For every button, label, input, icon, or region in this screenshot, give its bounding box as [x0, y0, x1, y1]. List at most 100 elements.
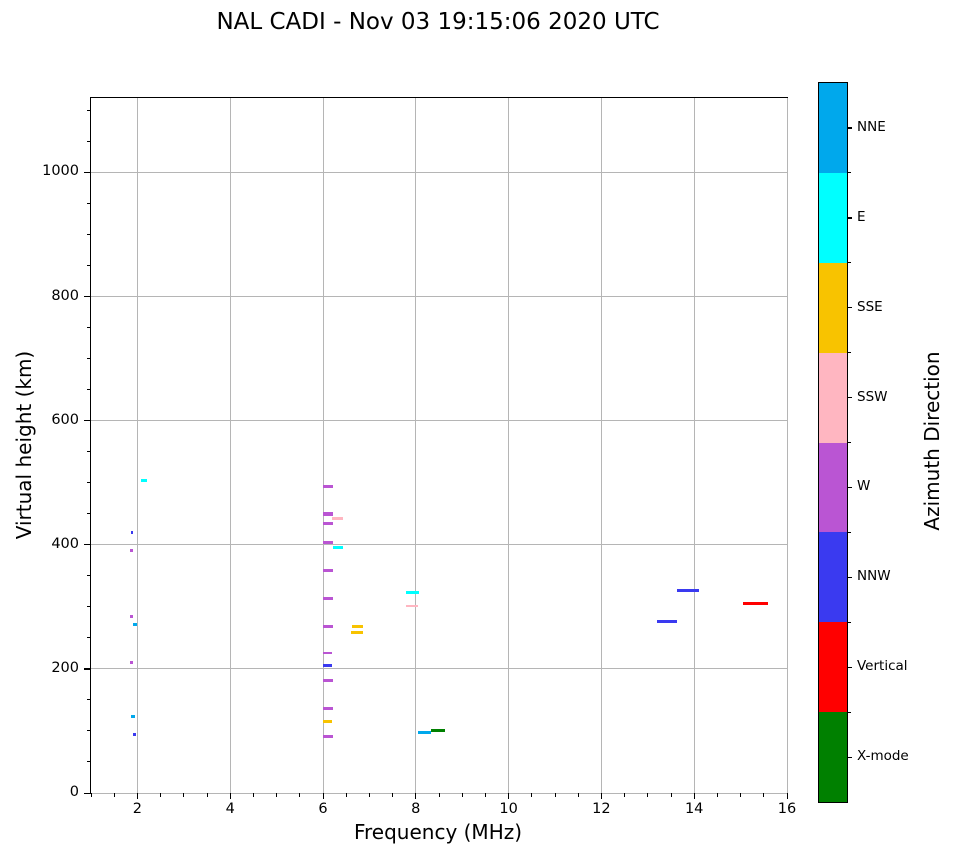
- colorbar-tick-label: W: [857, 478, 871, 495]
- azimuth-colorbar: NNE E SSE SSW W NNW Vertical X-mode: [818, 82, 909, 803]
- colorbar-tick: [847, 576, 852, 578]
- colorbar-segment-vertical: [819, 622, 847, 713]
- data-point: [417, 731, 431, 735]
- gridline-vertical: [693, 98, 695, 793]
- y-minor-tick: [86, 699, 90, 701]
- y-minor-tick: [86, 575, 90, 577]
- data-point: [351, 624, 363, 628]
- y-major-tick: [84, 296, 90, 298]
- y-minor-tick: [86, 451, 90, 453]
- colorbar-boundary-tick: [847, 711, 851, 713]
- gridline-horizontal: [91, 420, 787, 422]
- chart-title: NAL CADI - Nov 03 19:15:06 2020 UTC: [216, 9, 660, 35]
- x-axis-label: Frequency (MHz): [353, 820, 523, 844]
- gridline-horizontal: [91, 668, 787, 670]
- gridline-vertical: [322, 98, 324, 793]
- y-tick-label: 400: [51, 535, 79, 552]
- data-point: [130, 715, 135, 719]
- x-tick-label: 8: [411, 801, 421, 817]
- colorbar-tick: [847, 397, 852, 399]
- data-point: [657, 619, 678, 623]
- y-minor-tick: [86, 389, 90, 391]
- colorbar-segment-sse: [819, 262, 847, 353]
- x-minor-tick: [554, 793, 556, 797]
- x-minor-tick: [531, 793, 533, 797]
- x-major-tick: [229, 793, 231, 799]
- y-minor-tick: [86, 606, 90, 608]
- colorbar-segment-nne: [819, 83, 847, 173]
- y-minor-tick: [86, 730, 90, 732]
- gridline-vertical: [600, 98, 602, 793]
- data-point: [323, 484, 333, 488]
- colorbar-tick: [847, 756, 852, 758]
- x-major-tick: [693, 793, 695, 799]
- x-minor-tick: [670, 793, 672, 797]
- x-minor-tick: [763, 793, 765, 797]
- x-minor-tick: [484, 793, 486, 797]
- y-minor-tick: [86, 265, 90, 267]
- x-minor-tick: [183, 793, 185, 797]
- data-point: [430, 729, 445, 733]
- y-minor-tick: [86, 637, 90, 639]
- colorbar-tick-label: E: [857, 208, 866, 225]
- x-minor-tick: [438, 793, 440, 797]
- colorbar-boundary-tick: [847, 442, 851, 443]
- colorbar-boundary-tick: [847, 352, 851, 354]
- colorbar-tick-label: X-mode: [857, 748, 909, 765]
- colorbar-tick: [847, 666, 852, 668]
- colorbar-segment-nnw: [819, 532, 847, 623]
- x-minor-tick: [276, 793, 278, 797]
- y-minor-tick: [86, 761, 90, 763]
- colorbar-segment-w: [819, 442, 847, 533]
- colorbar-tick: [847, 217, 852, 219]
- data-point: [350, 631, 363, 635]
- y-major-tick: [84, 171, 90, 174]
- x-minor-tick: [740, 793, 742, 797]
- x-major-tick: [136, 793, 139, 799]
- y-major-tick: [84, 668, 90, 670]
- data-point: [332, 546, 343, 550]
- x-tick-label: 6: [318, 801, 328, 817]
- colorbar-axis-label: Azimuth Direction: [920, 351, 944, 531]
- x-tick-label: 12: [592, 801, 611, 817]
- y-minor-tick: [86, 513, 90, 515]
- x-minor-tick: [252, 793, 254, 797]
- data-point: [141, 479, 148, 483]
- data-point: [322, 664, 332, 668]
- x-minor-tick: [299, 793, 301, 797]
- y-tick-label: 800: [51, 287, 79, 304]
- colorbar-segment-x-mode: [819, 712, 847, 802]
- colorbar-tick-label: SSE: [857, 298, 883, 315]
- data-point: [406, 591, 420, 595]
- data-point: [323, 522, 333, 526]
- data-point: [130, 531, 133, 535]
- x-minor-tick: [461, 793, 463, 797]
- data-point: [323, 707, 333, 711]
- data-point: [331, 517, 343, 521]
- data-point: [130, 615, 133, 619]
- data-point: [405, 604, 418, 607]
- x-minor-tick: [716, 793, 718, 797]
- gridline-horizontal: [91, 296, 787, 298]
- y-tick-label: 1000: [42, 163, 79, 180]
- gridline-vertical: [508, 98, 510, 793]
- x-minor-tick: [392, 793, 394, 797]
- colorbar-boundary-tick: [847, 531, 851, 533]
- x-minor-tick: [160, 793, 162, 797]
- x-major-tick: [786, 793, 788, 799]
- data-point: [323, 597, 333, 601]
- plot-area: 2 4 6 8 10 12 14 16 0 200 400 600 800 1000: [42, 97, 796, 817]
- x-minor-tick: [345, 793, 347, 797]
- data-point: [130, 548, 133, 552]
- data-point: [132, 623, 137, 627]
- y-tick-label: 200: [51, 659, 79, 676]
- x-minor-tick: [624, 793, 626, 797]
- data-point: [323, 624, 333, 628]
- y-minor-tick: [86, 482, 90, 484]
- data-point: [323, 512, 333, 517]
- gridline-vertical: [786, 98, 788, 793]
- colorbar-segment-e: [819, 172, 847, 263]
- x-minor-tick: [368, 793, 370, 797]
- y-axis-label: Virtual height (km): [12, 350, 36, 540]
- colorbar-tick-label: NNE: [857, 118, 886, 135]
